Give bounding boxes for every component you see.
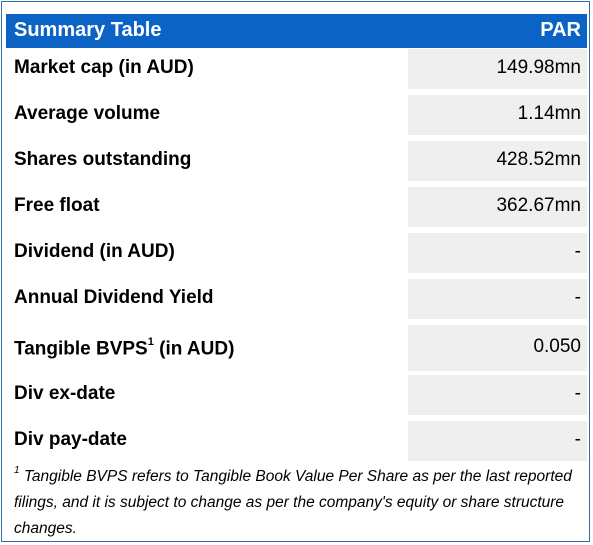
row-value: 149.98mn	[496, 57, 581, 78]
row-label: Free float	[14, 195, 100, 216]
table-row-average-volume: Average volume 1.14mn	[6, 95, 587, 135]
table-row-shares-outstanding: Shares outstanding 428.52mn	[6, 141, 587, 181]
row-value: 1.14mn	[517, 103, 581, 124]
row-label: Average volume	[14, 103, 161, 124]
row-value: 362.67mn	[496, 195, 581, 216]
table-header: Summary Table PAR	[6, 14, 587, 48]
row-label: Tangible BVPS1 (in AUD)	[14, 336, 235, 360]
ticker-symbol: PAR	[540, 19, 581, 41]
value-cell: -	[408, 421, 587, 461]
table-row-annual-dividend-yield: Annual Dividend Yield -	[6, 279, 587, 319]
row-label: Div pay-date	[14, 429, 127, 450]
value-cell: 362.67mn	[408, 187, 587, 227]
row-label: Dividend (in AUD)	[14, 241, 175, 262]
value-cell: -	[408, 375, 587, 415]
table-row-tangible-bvps: Tangible BVPS1 (in AUD) 0.050	[6, 325, 587, 371]
row-label: Div ex-date	[14, 383, 116, 404]
table-title: Summary Table	[14, 19, 162, 41]
row-label: Annual Dividend Yield	[14, 287, 214, 308]
row-label-main: Tangible BVPS	[14, 338, 148, 360]
value-cell: 0.050	[408, 325, 587, 371]
value-cell: 149.98mn	[408, 49, 587, 89]
table-row-free-float: Free float 362.67mn	[6, 187, 587, 227]
value-cell: 428.52mn	[408, 141, 587, 181]
value-cell: 1.14mn	[408, 95, 587, 135]
table-row-dividend: Dividend (in AUD) -	[6, 233, 587, 273]
footnote: 1 Tangible BVPS refers to Tangible Book …	[14, 460, 584, 542]
value-cell: -	[408, 233, 587, 273]
row-label-suffix: (in AUD)	[153, 338, 235, 360]
value-cell: -	[408, 279, 587, 319]
row-label: Market cap (in AUD)	[14, 57, 194, 78]
footnote-marker: 1	[147, 336, 154, 348]
table-row-div-pay-date: Div pay-date -	[6, 421, 587, 461]
row-value: 0.050	[533, 336, 581, 357]
footnote-marker: 1	[14, 465, 20, 476]
footnote-text: Tangible BVPS refers to Tangible Book Va…	[14, 468, 572, 538]
row-value: 428.52mn	[496, 149, 581, 170]
table-row-market-cap: Market cap (in AUD) 149.98mn	[6, 49, 587, 89]
row-label: Shares outstanding	[14, 149, 192, 170]
row-value: -	[574, 383, 581, 404]
row-value: -	[574, 287, 581, 308]
row-value: -	[574, 241, 581, 262]
table-row-div-ex-date: Div ex-date -	[6, 375, 587, 415]
row-value: -	[574, 429, 581, 450]
